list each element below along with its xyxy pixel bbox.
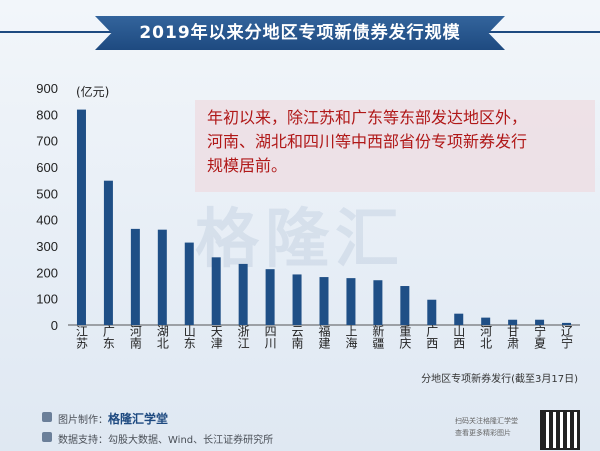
maker-icon: [42, 412, 52, 422]
bar: [238, 263, 248, 325]
qr-caption-2: 查看更多精彩图片: [455, 429, 511, 437]
x-category-label: 广东: [101, 325, 115, 349]
y-tick-label: 500: [36, 186, 58, 201]
x-category-label: 新疆: [371, 324, 385, 349]
y-tick-label: 900: [36, 81, 58, 96]
y-tick-label: 300: [36, 239, 58, 254]
title-left-rule: [0, 31, 150, 33]
bar: [211, 257, 221, 325]
bar-chart: 0 100 200 300 400 500 600 700 800 900 (亿元) 江苏 广东 河南 湖北…: [36, 81, 580, 385]
y-tick-label: 400: [36, 213, 58, 228]
x-category-label: 天津: [209, 325, 223, 349]
x-category-label: 河北: [479, 325, 493, 350]
bar: [184, 242, 194, 325]
y-tick-label: 600: [36, 160, 58, 175]
bar: [427, 299, 437, 325]
maker-label: 图片制作：: [58, 415, 108, 426]
x-category-label: 广西: [425, 325, 439, 349]
x-category-label: 山东: [182, 325, 196, 349]
bar: [130, 228, 140, 325]
x-category-label: 河南: [128, 325, 142, 349]
footer-maker: 图片制作：格隆汇学堂: [58, 410, 168, 427]
y-tick-label: 0: [51, 318, 58, 333]
bar: [157, 229, 167, 325]
y-tick-label: 800: [36, 107, 58, 122]
bar: [346, 278, 356, 325]
bar: [265, 269, 275, 325]
bar: [562, 322, 572, 325]
x-category-label: 山西: [452, 325, 466, 349]
bar: [103, 180, 113, 325]
bar: [454, 313, 464, 325]
bar: [292, 274, 302, 325]
x-category-label: 宁夏: [533, 324, 547, 349]
bar: [400, 286, 410, 325]
annotation-line-1: 年初以来，除江苏和广东等东部发达地区外，: [207, 108, 528, 127]
bar: [319, 277, 329, 325]
y-tick-label: 100: [36, 292, 58, 307]
annotation-box: 年初以来，除江苏和广东等东部发达地区外， 河南、湖北和四川等中西部省份专项新券发…: [195, 100, 595, 192]
y-tick-label: 200: [36, 265, 58, 280]
y-unit-label: (亿元): [76, 84, 109, 99]
x-category-label: 甘肃: [506, 325, 520, 350]
bar: [76, 109, 86, 326]
footer-source: 数据支持：勾股大数据、Wind、长江证券研究所: [58, 435, 274, 446]
x-axis-title: 分地区专项新券发行(截至3月17日): [421, 372, 578, 385]
annotation-line-3: 规模居前。: [207, 156, 288, 175]
qr-caption-1: 扫码关注格隆汇学堂: [455, 417, 518, 425]
x-category-label: 上海: [344, 325, 358, 349]
qr-code-icon: [540, 410, 580, 450]
bar: [373, 280, 383, 325]
x-category-label: 云南: [290, 325, 304, 349]
source-icon: [42, 432, 52, 442]
bar: [481, 317, 491, 325]
chart-title: 2019年以来分地区专项新债券发行规模: [95, 16, 505, 50]
x-category-label: 湖北: [155, 324, 169, 350]
bar: [535, 319, 545, 325]
title-right-rule: [450, 31, 600, 33]
y-tick-label: 700: [36, 134, 58, 149]
maker-brand: 格隆汇学堂: [108, 412, 169, 426]
x-category-label: 辽宁: [560, 325, 574, 349]
x-category-label: 四川: [263, 325, 277, 349]
footer: 图片制作：格隆汇学堂 数据支持：勾股大数据、Wind、长江证券研究所 扫码关注格…: [0, 404, 600, 451]
x-category-label: 重庆: [398, 325, 412, 349]
bar: [508, 319, 518, 325]
x-category-label: 江苏: [74, 325, 88, 349]
x-category-label: 浙江: [236, 325, 250, 349]
x-category-label: 福建: [317, 324, 331, 350]
annotation-line-2: 河南、湖北和四川等中西部省份专项新券发行: [207, 132, 528, 151]
